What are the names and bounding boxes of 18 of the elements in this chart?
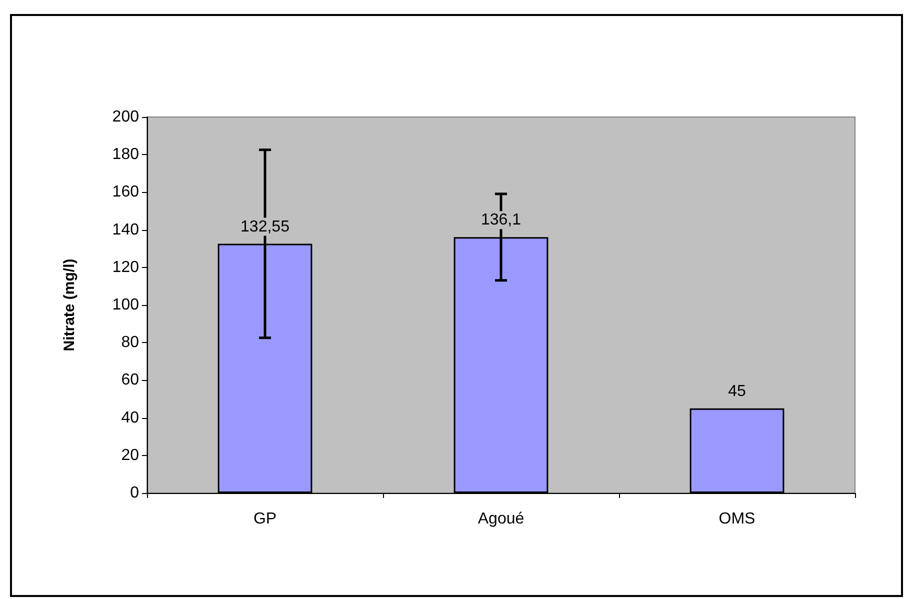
x-tick-label: Agoué <box>478 510 524 528</box>
y-tick-label: 40 <box>121 409 140 426</box>
y-tick-label: 200 <box>112 108 140 126</box>
y-tick-label: 120 <box>112 258 140 276</box>
x-tick-label: GP <box>253 510 277 528</box>
y-tick-label: 140 <box>112 221 140 238</box>
data-label: 45 <box>728 382 746 400</box>
y-tick-label: 60 <box>121 372 140 389</box>
y-tick-label: 160 <box>112 184 140 201</box>
y-tick-label: 180 <box>112 146 140 164</box>
y-tick-label: 20 <box>121 446 140 464</box>
data-label: 132,55 <box>240 218 290 236</box>
y-tick-label: 100 <box>112 296 140 314</box>
x-tick-label: OMS <box>718 510 756 528</box>
data-label: 136,1 <box>480 212 522 229</box>
y-tick-label: 0 <box>130 484 140 502</box>
y-tick-label: 80 <box>121 334 140 352</box>
y-axis-title: Nitrate (mg/l) <box>61 258 78 352</box>
